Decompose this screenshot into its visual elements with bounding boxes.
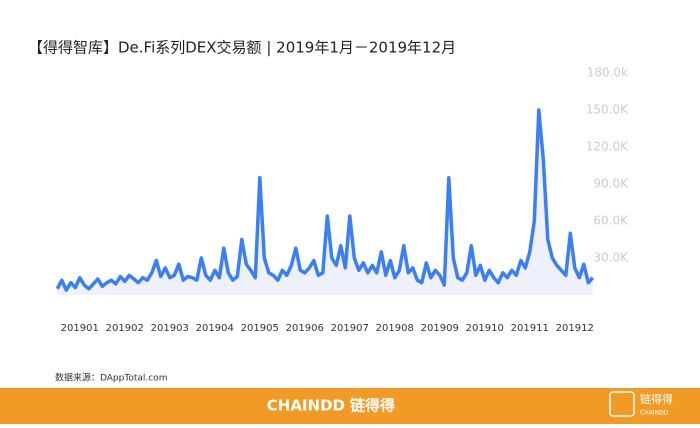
- x-tick-label: 201910: [466, 323, 504, 334]
- y-tick-label: 120.0K: [586, 140, 629, 154]
- footer-logo: 链得得: [640, 392, 673, 406]
- y-tick-label: 60.0K: [593, 214, 629, 228]
- x-tick-label: 201906: [286, 323, 324, 334]
- y-tick-label: 90.0K: [593, 177, 629, 191]
- x-tick-label: 201904: [196, 323, 234, 334]
- chart-title: 【得得智库】De.Fi系列DEX交易额 | 2019年1月－2019年12月: [28, 39, 456, 57]
- x-tick-label: 201901: [61, 323, 99, 334]
- x-tick-label: 201905: [241, 323, 279, 334]
- footer-brand: CHAINDD: [267, 397, 345, 415]
- x-tick-label: 201907: [331, 323, 369, 334]
- y-tick-label: 150.0K: [586, 103, 629, 117]
- footer-bar: [0, 388, 700, 424]
- footer-logo-icon: [609, 391, 635, 417]
- x-tick-label: 201912: [556, 323, 594, 334]
- x-tick-label: 201908: [376, 323, 414, 334]
- x-tick-label: 201902: [106, 323, 144, 334]
- plot-area: 30.0K 60.0K 90.0K 120.0K 150.0K 180.0k 201901 2…: [55, 66, 629, 334]
- y-tick-label: 30.0K: [593, 251, 629, 265]
- footer-brand-cn: 链得得: [350, 397, 395, 415]
- x-tick-label: 201909: [421, 323, 459, 334]
- x-tick-label: 201911: [511, 323, 549, 334]
- data-line: [55, 108, 595, 292]
- x-tick-label: 201903: [151, 323, 189, 334]
- y-tick-label: 180.0k: [587, 66, 628, 80]
- area-fill: [57, 110, 593, 295]
- source-note: 数据来源：DAppTotal.com: [55, 372, 167, 384]
- footer-logo-sub: CHAINDD: [640, 410, 669, 417]
